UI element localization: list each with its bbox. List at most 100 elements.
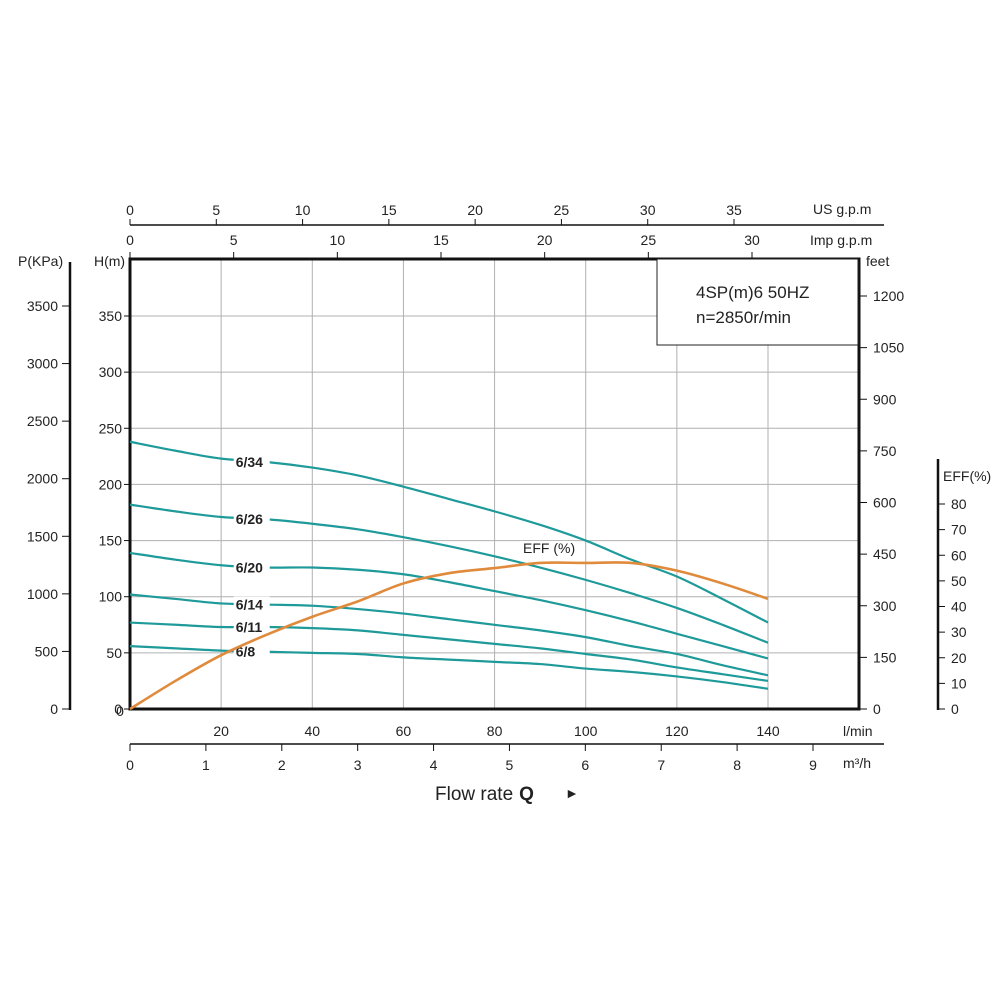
eff-axis-tick-label: 50 — [951, 573, 967, 589]
p-axis-tick-label: 3000 — [27, 356, 58, 372]
p-axis-label: P(KPa) — [18, 253, 63, 269]
lmin-axis-tick-label: 80 — [487, 723, 503, 739]
lmin-axis-tick-label: 140 — [756, 723, 780, 739]
lmin-axis-tick-label: 40 — [304, 723, 320, 739]
info-box-model: 4SP(m)6 50HZ — [696, 283, 809, 302]
m3h-axis-tick-label: 7 — [657, 757, 665, 773]
impgpm-axis-tick-label: 30 — [744, 232, 760, 248]
series-label-6-8: 6/8 — [236, 644, 256, 660]
eff-label-bg — [520, 541, 574, 556]
info-box: 4SP(m)6 50HZ n=2850r/min — [656, 258, 859, 346]
series-label-bg — [233, 643, 270, 659]
m3h-axis-tick-label: 2 — [278, 757, 286, 773]
h-axis-tick-label: 200 — [99, 476, 123, 492]
series-label-bg — [233, 559, 270, 575]
p-axis-tick-label: 1500 — [27, 528, 58, 544]
efficiency-curve-group: EFF (%) — [129, 540, 769, 711]
head-curves: 6/34 6/26 6/20 6/14 6/11 6/8 — [129, 440, 769, 690]
origin-label: 0 — [116, 703, 124, 719]
feet-axis-tick-label: 150 — [873, 649, 897, 665]
usgpm-axis-tick-label: 10 — [295, 202, 311, 218]
flow-rate-text: Flow rate — [435, 784, 513, 805]
impgpm-axis-tick-label: 20 — [537, 232, 553, 248]
series-label-bg — [233, 511, 270, 527]
feet-axis-tick-label: 300 — [873, 598, 897, 614]
m3h-axis-tick-label: 8 — [733, 757, 741, 773]
impgpm-axis-tick-label: 5 — [230, 232, 238, 248]
m3h-axis-tick-label: 9 — [809, 757, 817, 773]
h-axis-tick-label: 250 — [99, 420, 123, 436]
usgpm-axis-tick-label: 20 — [467, 202, 483, 218]
impgpm-axis-tick-label: 15 — [433, 232, 449, 248]
efficiency-curve — [129, 561, 769, 711]
lmin-axis-tick-label: 120 — [665, 723, 689, 739]
p-axis-tick-label: 2000 — [27, 471, 58, 487]
usgpm-axis-tick-label: 35 — [726, 202, 742, 218]
lmin-axis-tick-label: 60 — [396, 723, 412, 739]
eff-axis-tick-label: 0 — [951, 701, 959, 717]
series-label-bg — [233, 619, 270, 635]
series-label-6-14: 6/14 — [236, 597, 263, 613]
impgpm-axis-tick-label: 10 — [330, 232, 346, 248]
impgpm-axis-tick-label: 25 — [641, 232, 657, 248]
usgpm-axis-tick-label: 15 — [381, 202, 397, 218]
h-axis-tick-label: 50 — [106, 645, 122, 661]
eff-axis-tick-label: 40 — [951, 599, 967, 615]
feet-axis-tick-label: 600 — [873, 495, 897, 511]
flow-arrow-icon: ► — [565, 785, 579, 801]
feet-axis-tick-label: 900 — [873, 391, 897, 407]
axes: 050100150200250300350H(m)050010001500200… — [18, 201, 991, 773]
usgpm-axis-tick-label: 0 — [126, 202, 134, 218]
eff-axis-tick-label: 20 — [951, 650, 967, 666]
eff-axis-tick-label: 30 — [951, 624, 967, 640]
series-label-6-26: 6/26 — [236, 511, 263, 527]
eff-curve-label: EFF (%) — [523, 540, 575, 556]
series-label-6-20: 6/20 — [236, 560, 263, 576]
h-axis-tick-label: 100 — [99, 589, 123, 605]
impgpm-axis-tick-label: 0 — [126, 232, 134, 248]
m3h-axis-tick-label: 5 — [506, 757, 514, 773]
info-box-speed: n=2850r/min — [696, 308, 791, 327]
impgpm-axis-label: Imp g.p.m — [810, 232, 872, 248]
p-axis-tick-label: 500 — [35, 643, 59, 659]
usgpm-axis-tick-label: 30 — [640, 202, 656, 218]
feet-axis-tick-label: 450 — [873, 546, 897, 562]
flow-rate-symbol: Q — [519, 784, 534, 805]
h-axis-tick-label: 350 — [99, 308, 123, 324]
m3h-axis-tick-label: 1 — [202, 757, 210, 773]
head-curve-6-34 — [129, 440, 769, 624]
flow-rate-label: Flow rate Q ► — [435, 784, 579, 805]
feet-axis-tick-label: 1050 — [873, 340, 904, 356]
eff-axis-tick-label: 10 — [951, 675, 967, 691]
m3h-axis-tick-label: 4 — [430, 757, 438, 773]
p-axis-tick-label: 3500 — [27, 298, 58, 314]
feet-axis-tick-label: 1200 — [873, 288, 904, 304]
series-label-6-11: 6/11 — [236, 619, 263, 635]
h-axis-tick-label: 150 — [99, 533, 123, 549]
m3h-axis-tick-label: 0 — [126, 757, 134, 773]
h-axis-tick-label: 300 — [99, 364, 123, 380]
series-label-bg — [233, 596, 270, 612]
usgpm-axis-tick-label: 25 — [554, 202, 570, 218]
h-axis-label: H(m) — [94, 253, 125, 269]
usgpm-axis-tick-label: 5 — [212, 202, 220, 218]
feet-axis-tick-label: 0 — [873, 701, 881, 717]
series-label-6-34: 6/34 — [236, 454, 263, 470]
series-label-bg — [233, 453, 270, 469]
m3h-axis-label: m³/h — [843, 755, 871, 771]
h-axis-tick-label: 0 — [114, 701, 122, 717]
eff-axis-tick-label: 60 — [951, 547, 967, 563]
eff-axis-label: EFF(%) — [943, 468, 991, 484]
feet-axis-label: feet — [866, 253, 889, 269]
p-axis-tick-label: 2500 — [27, 413, 58, 429]
lmin-axis-tick-label: 100 — [574, 723, 598, 739]
p-axis-tick-label: 1000 — [27, 586, 58, 602]
eff-axis-tick-label: 70 — [951, 522, 967, 538]
lmin-axis-tick-label: 20 — [213, 723, 229, 739]
eff-axis-tick-label: 80 — [951, 496, 967, 512]
m3h-axis-tick-label: 6 — [581, 757, 589, 773]
feet-axis-tick-label: 750 — [873, 443, 897, 459]
m3h-axis-tick-label: 3 — [354, 757, 362, 773]
